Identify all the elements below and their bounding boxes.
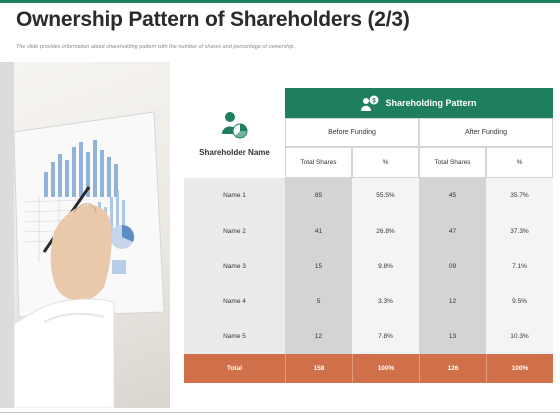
row-3-before-shares: 15	[285, 249, 352, 284]
row-5-name: Name 5	[184, 319, 285, 354]
top-accent-rule	[0, 0, 560, 3]
total-after-shares: 126	[419, 354, 486, 383]
subheader-after-percent: %	[486, 147, 553, 178]
total-after-pct: 100%	[486, 354, 553, 383]
row-2-before-shares: 41	[285, 213, 352, 249]
page-title: Ownership Pattern of Shareholders (2/3)	[16, 8, 410, 31]
total-row-label: Total	[184, 354, 285, 383]
shareholder-name-label: Shareholder Name	[199, 147, 270, 157]
bottom-rule	[0, 412, 560, 413]
subheader-before-total-shares: Total Shares	[285, 147, 352, 178]
user-dollar-icon: $	[361, 95, 379, 111]
analytics-hand-illustration	[14, 111, 165, 408]
page-subtitle: The slide provides information about sha…	[16, 44, 296, 50]
row-1-after-pct: 35.7%	[486, 178, 553, 213]
row-4-after-pct: 9.5%	[486, 284, 553, 319]
subheader-after-total-shares: Total Shares	[419, 147, 486, 178]
row-3-name: Name 3	[184, 249, 285, 284]
row-4-after-shares: 12	[419, 284, 486, 319]
row-2-name: Name 2	[184, 213, 285, 249]
left-gray-bar	[0, 62, 14, 408]
row-2-after-pct: 37.3%	[486, 213, 553, 249]
row-2-before-pct: 26.8%	[352, 213, 419, 249]
row-5-after-shares: 13	[419, 319, 486, 354]
row-3-before-pct: 9.8%	[352, 249, 419, 284]
row-5-after-pct: 10.3%	[486, 319, 553, 354]
shareholding-table: Shareholder Name $ Shareholding Pattern …	[184, 88, 553, 383]
row-2-after-shares: 47	[419, 213, 486, 249]
row-1-before-pct: 55.5%	[352, 178, 419, 213]
total-before-shares: 158	[285, 354, 352, 383]
photo-illustration	[14, 62, 170, 408]
shareholder-name-header: Shareholder Name	[184, 88, 285, 178]
shareholding-pattern-header: $ Shareholding Pattern	[285, 88, 553, 118]
after-funding-header: After Funding	[419, 118, 553, 147]
row-3-after-pct: 7.1%	[486, 249, 553, 284]
shareholding-pattern-label: Shareholding Pattern	[385, 98, 477, 108]
row-4-before-shares: 5	[285, 284, 352, 319]
user-pie-chart-icon	[221, 111, 247, 138]
row-4-name: Name 4	[184, 284, 285, 319]
row-5-before-pct: 7.8%	[352, 319, 419, 354]
row-5-before-shares: 12	[285, 319, 352, 354]
row-3-after-shares: 09	[419, 249, 486, 284]
row-4-before-pct: 3.3%	[352, 284, 419, 319]
svg-text:$: $	[373, 99, 377, 105]
total-before-pct: 100%	[352, 354, 419, 383]
subheader-before-percent: %	[352, 147, 419, 178]
row-1-after-shares: 45	[419, 178, 486, 213]
before-funding-header: Before Funding	[285, 118, 419, 147]
row-1-before-shares: 85	[285, 178, 352, 213]
row-1-name: Name 1	[184, 178, 285, 213]
